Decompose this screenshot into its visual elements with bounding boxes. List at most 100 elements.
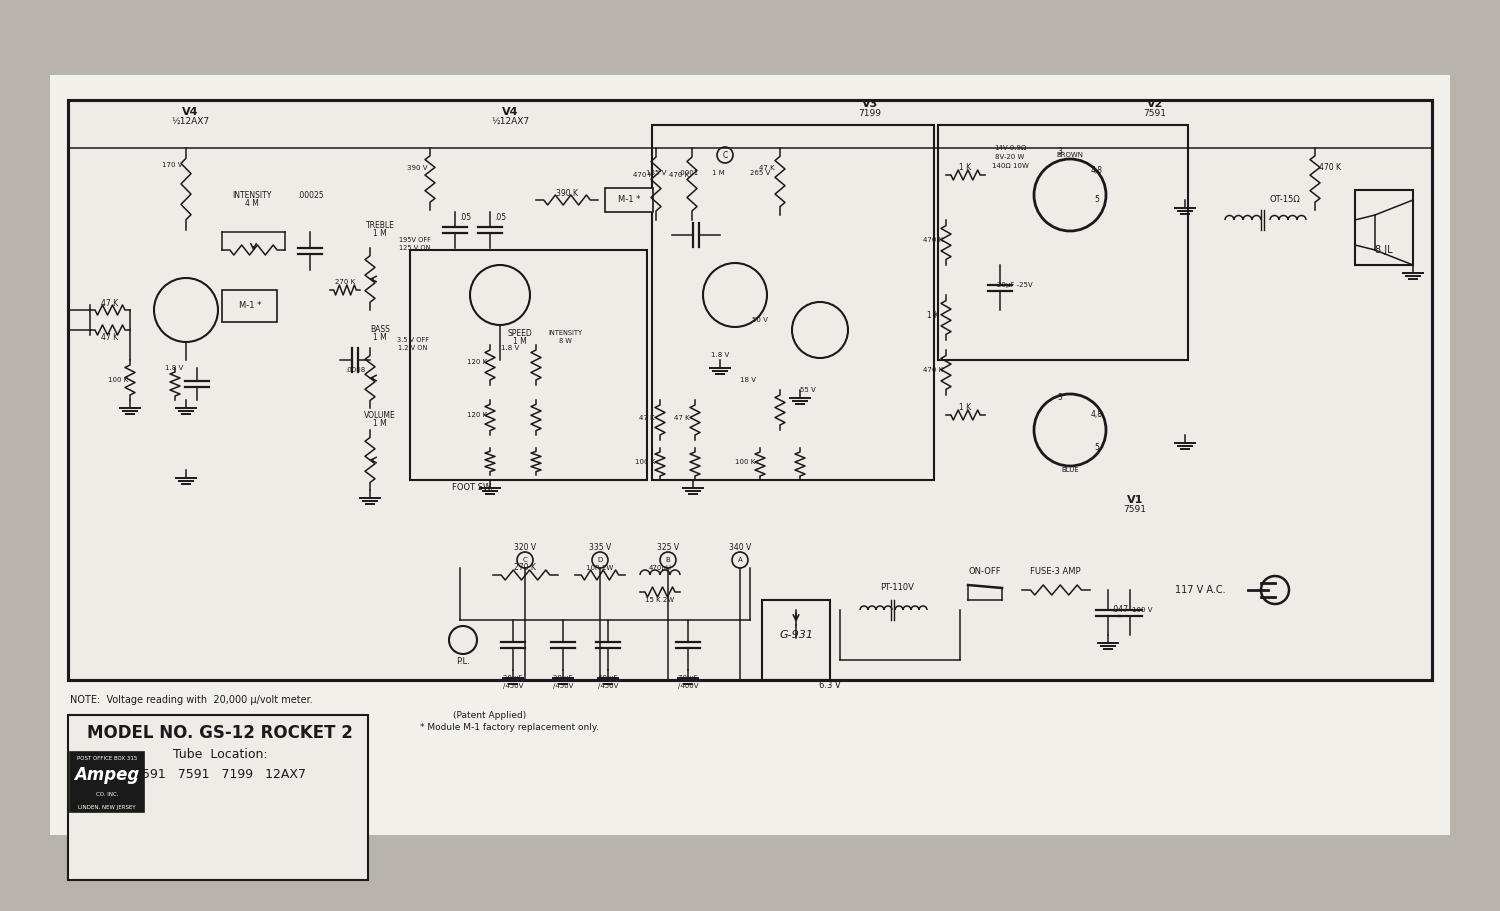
Text: 3: 3: [1058, 393, 1062, 402]
Text: 470 K: 470 K: [922, 367, 944, 373]
Text: 4,8: 4,8: [1090, 411, 1102, 419]
Text: 8 JL: 8 JL: [1376, 245, 1394, 255]
Text: 8V-20 W: 8V-20 W: [996, 154, 1024, 160]
Text: 1.8 V: 1.8 V: [711, 352, 729, 358]
Text: * Module M-1 factory replacement only.: * Module M-1 factory replacement only.: [420, 723, 598, 732]
Text: 125 V ON: 125 V ON: [399, 245, 430, 251]
Text: 1 M: 1 M: [513, 336, 526, 345]
Text: 1 M: 1 M: [374, 418, 387, 427]
Text: FOOT SW.: FOOT SW.: [452, 483, 492, 492]
Text: POST OFFICE BOX 315: POST OFFICE BOX 315: [76, 755, 136, 761]
Text: PT-110V: PT-110V: [880, 584, 914, 592]
Text: BASS: BASS: [370, 325, 390, 334]
Text: Ampeg: Ampeg: [75, 766, 140, 784]
FancyBboxPatch shape: [68, 100, 1432, 680]
Text: 270 K: 270 K: [514, 564, 535, 572]
Text: 1 K: 1 K: [927, 311, 939, 320]
Text: B: B: [666, 557, 670, 563]
Text: VOLUME: VOLUME: [364, 411, 396, 419]
Text: ½12AX7: ½12AX7: [490, 118, 530, 127]
Text: 470 K: 470 K: [1318, 163, 1341, 172]
Text: V4: V4: [501, 107, 519, 117]
Text: 270 K: 270 K: [334, 279, 356, 285]
Text: 140Ω 10W: 140Ω 10W: [992, 163, 1029, 169]
Text: LINDEN, NEW JERSEY: LINDEN, NEW JERSEY: [78, 805, 136, 811]
Text: /450V: /450V: [598, 683, 618, 689]
Text: OT-15Ω: OT-15Ω: [1269, 196, 1300, 204]
Text: 1 M: 1 M: [374, 229, 387, 238]
Text: M-1 *: M-1 *: [618, 196, 640, 204]
Text: .0001: .0001: [678, 170, 698, 176]
FancyBboxPatch shape: [70, 752, 144, 812]
Text: 20 µF: 20 µF: [554, 675, 573, 681]
FancyBboxPatch shape: [68, 715, 368, 880]
Text: .047: .047: [1112, 606, 1128, 615]
Text: TREBLE: TREBLE: [366, 220, 394, 230]
Text: 1 K: 1 K: [958, 162, 970, 171]
Text: 5: 5: [1095, 196, 1100, 204]
Text: 100 K: 100 K: [735, 459, 754, 465]
Text: .00025: .00025: [297, 190, 324, 200]
Text: 135 V: 135 V: [646, 170, 666, 176]
Text: 265 V: 265 V: [750, 170, 770, 176]
Text: 340 V: 340 V: [729, 544, 752, 552]
Text: 6.3 V: 6.3 V: [819, 681, 842, 690]
Text: 47 K: 47 K: [639, 415, 656, 421]
Text: (Patent Applied): (Patent Applied): [453, 711, 526, 721]
Text: D: D: [597, 557, 603, 563]
Text: 20 µF: 20 µF: [503, 675, 524, 681]
Text: 18 V: 18 V: [740, 377, 756, 383]
Text: 470 K: 470 K: [922, 237, 944, 243]
Text: 117 V A.C.: 117 V A.C.: [1174, 585, 1225, 595]
Text: 10R 2W: 10R 2W: [586, 565, 613, 571]
Text: 8 W: 8 W: [558, 338, 572, 344]
Text: 3: 3: [1058, 148, 1062, 157]
Text: A: A: [738, 557, 742, 563]
Text: 20µF -25V: 20µF -25V: [998, 282, 1033, 288]
Text: NOTE:  Voltage reading with  20,000 µ/volt meter.: NOTE: Voltage reading with 20,000 µ/volt…: [70, 695, 312, 705]
Text: 1 M: 1 M: [711, 170, 724, 176]
Text: 50 V: 50 V: [752, 317, 768, 323]
Text: FUSE-3 AMP: FUSE-3 AMP: [1029, 568, 1080, 577]
Text: INTENSITY: INTENSITY: [232, 190, 272, 200]
Text: .05: .05: [494, 213, 506, 222]
Text: 1.8 V: 1.8 V: [165, 365, 183, 371]
Text: G-931: G-931: [778, 630, 813, 640]
Text: 47 K: 47 K: [759, 165, 776, 171]
Text: ½12AX7: ½12AX7: [171, 118, 208, 127]
Text: 320 V: 320 V: [514, 544, 535, 552]
Text: 1 M: 1 M: [374, 333, 387, 343]
Text: P.L.: P.L.: [456, 657, 470, 666]
Text: V3: V3: [862, 99, 877, 109]
Text: V1: V1: [1126, 495, 1143, 505]
Text: V4: V4: [182, 107, 198, 117]
Text: 1 K: 1 K: [958, 403, 970, 412]
Text: .0068: .0068: [345, 367, 364, 373]
Text: .05: .05: [459, 213, 471, 222]
Text: 47 K: 47 K: [102, 333, 118, 343]
Text: C: C: [723, 150, 728, 159]
Text: MODEL NO. GS-12 ROCKET 2: MODEL NO. GS-12 ROCKET 2: [87, 724, 352, 742]
Text: /450V: /450V: [554, 683, 573, 689]
Text: 55 V: 55 V: [800, 387, 816, 393]
Text: /450V: /450V: [503, 683, 524, 689]
Text: 390 K: 390 K: [556, 189, 578, 198]
Text: 120 K: 120 K: [466, 412, 488, 418]
FancyBboxPatch shape: [50, 75, 1450, 835]
Text: 70 µF: 70 µF: [678, 675, 698, 681]
Text: 470µH: 470µH: [648, 565, 672, 571]
Text: ON-OFF: ON-OFF: [969, 568, 1002, 577]
FancyBboxPatch shape: [604, 188, 652, 212]
Text: C: C: [522, 557, 528, 563]
Text: V2: V2: [1148, 99, 1162, 109]
Text: SPEED: SPEED: [507, 329, 532, 337]
Text: 4,8: 4,8: [1090, 166, 1102, 175]
Text: 7591: 7591: [1124, 506, 1146, 515]
Text: 7591: 7591: [1143, 109, 1167, 118]
Text: 5: 5: [1095, 443, 1100, 452]
Text: BLUE: BLUE: [1060, 467, 1078, 473]
Text: 100 V: 100 V: [1131, 607, 1152, 613]
Text: 195V OFF: 195V OFF: [399, 237, 430, 243]
Text: 390 V: 390 V: [406, 165, 427, 171]
Text: 470 K: 470 K: [669, 172, 688, 178]
